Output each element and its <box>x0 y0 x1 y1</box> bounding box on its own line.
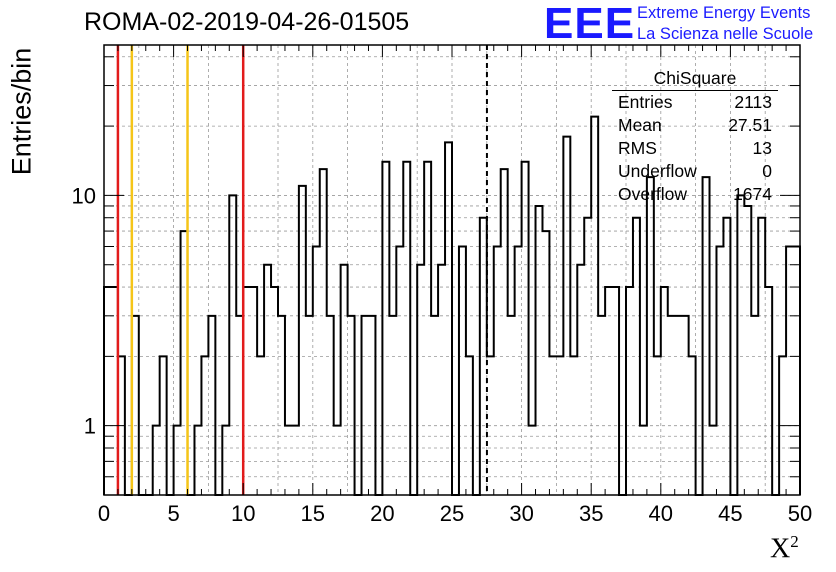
tick-labels: 0 5 10 15 20 25 30 35 40 45 50 1 10 <box>72 183 813 526</box>
stats-box: ChiSquare Entries 2113 Mean 27.51 RMS 13… <box>612 66 778 206</box>
y-axis-label: Entries/bin <box>6 47 37 176</box>
stats-label: Overflow <box>618 184 688 204</box>
stats-label: Entries <box>618 92 673 112</box>
y-tick-label: 1 <box>84 414 96 439</box>
stats-value: 2113 <box>734 92 772 112</box>
x-axis-label-base: Χ <box>770 533 791 565</box>
x-tick-label: 45 <box>718 501 742 526</box>
stats-label: Underflow <box>618 161 697 181</box>
axis-ticks <box>103 45 801 495</box>
stats-row-overflow: Overflow 1674 <box>612 183 778 206</box>
x-axis-label-exponent: 2 <box>790 532 799 551</box>
brand-logo-block: EEE Extreme Energy Events La Scienza nel… <box>544 2 834 50</box>
x-tick-label: 50 <box>788 501 812 526</box>
stats-label: Mean <box>618 115 662 135</box>
brand-tagline: La Scienza nelle Scuole <box>637 25 814 43</box>
stats-row-entries: Entries 2113 <box>612 91 778 114</box>
stats-value: 1674 <box>733 184 772 204</box>
x-tick-label: 30 <box>509 501 533 526</box>
x-axis-label: Χ2 <box>770 532 799 565</box>
x-tick-label: 10 <box>231 501 255 526</box>
stats-value: 0 <box>762 161 772 181</box>
stats-value: 13 <box>752 138 772 158</box>
marker-lines <box>116 45 488 495</box>
x-tick-label: 40 <box>649 501 673 526</box>
x-tick-label: 5 <box>167 501 179 526</box>
stats-label: RMS <box>618 138 657 158</box>
stats-row-mean: Mean 27.51 <box>612 114 778 137</box>
x-tick-label: 35 <box>579 501 603 526</box>
chart-title: ROMA-02-2019-04-26-01505 <box>84 8 410 36</box>
x-tick-label: 0 <box>98 501 110 526</box>
y-tick-label: 10 <box>72 183 96 208</box>
x-tick-label: 25 <box>440 501 464 526</box>
stats-title: ChiSquare <box>612 66 778 91</box>
stats-value: 27.51 <box>728 115 772 135</box>
brand-name: Extreme Energy Events <box>637 4 811 22</box>
stats-row-underflow: Underflow 0 <box>612 160 778 183</box>
stats-row-rms: RMS 13 <box>612 137 778 160</box>
eee-logo: EEE <box>544 0 636 48</box>
x-tick-label: 15 <box>301 501 325 526</box>
x-tick-label: 20 <box>370 501 394 526</box>
